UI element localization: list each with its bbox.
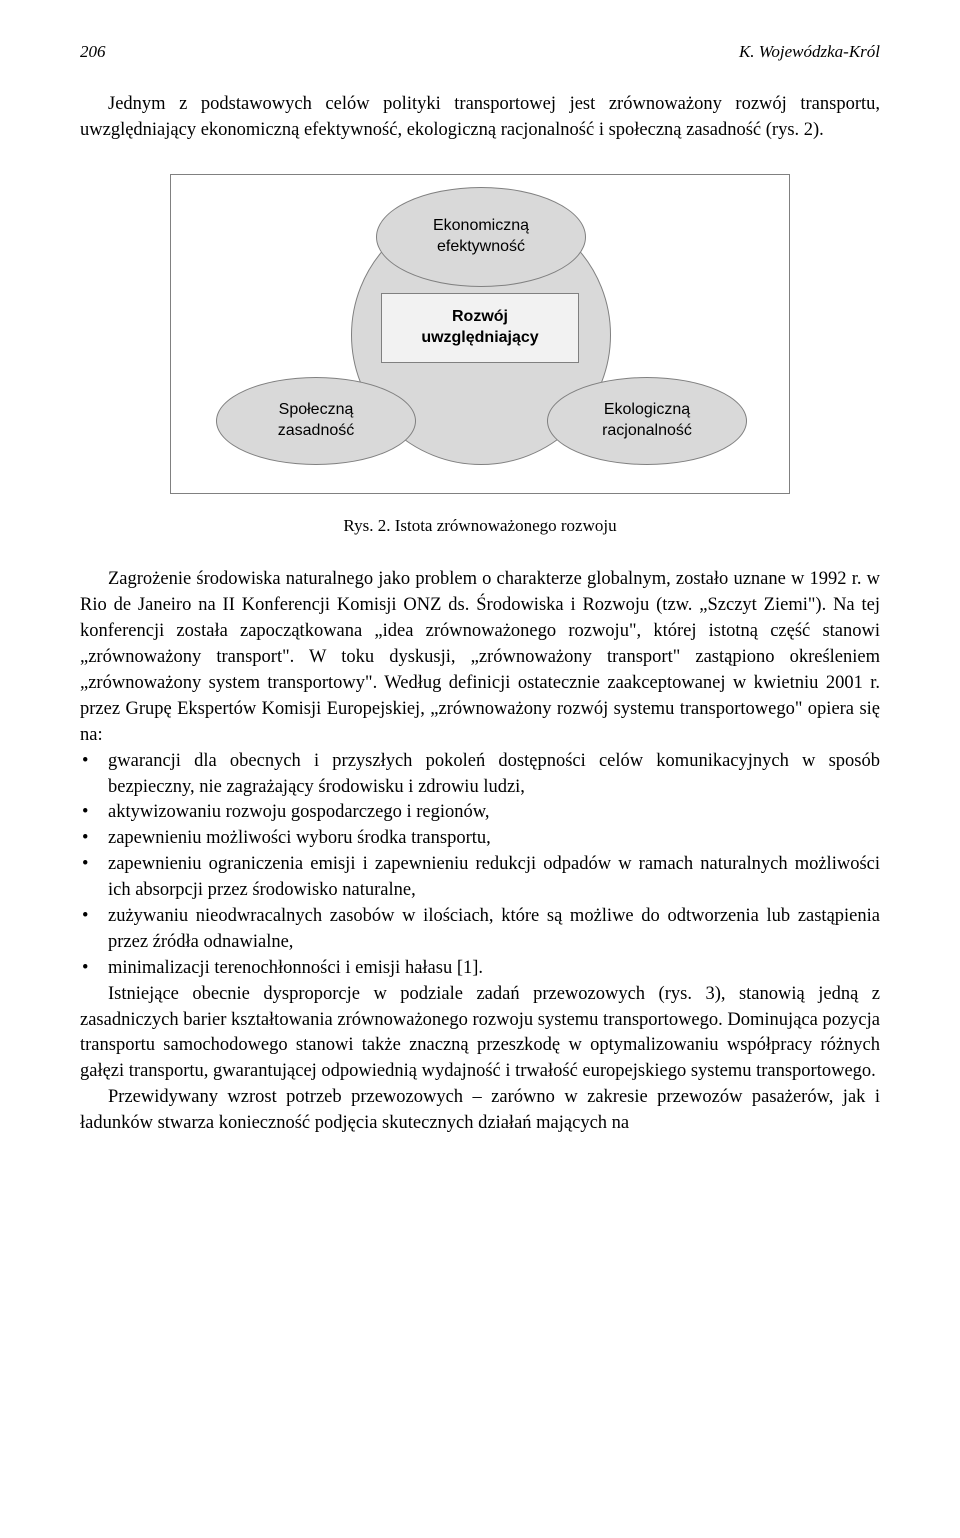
page-header: 206 K. Wojewódzka-Król bbox=[80, 40, 880, 64]
left-label-line2: zasadność bbox=[278, 421, 355, 442]
list-item: gwarancji dla obecnych i przyszłych poko… bbox=[80, 749, 880, 801]
list-item: minimalizacji terenochłonności i emisji … bbox=[80, 956, 880, 982]
right-label-line1: Ekologiczną bbox=[604, 400, 690, 421]
diagram-center-box: Rozwój uwzględniający bbox=[381, 293, 579, 363]
body-paragraph-2: Istniejące obecnie dysproporcje w podzia… bbox=[80, 982, 880, 1086]
figure-caption: Rys. 2. Istota zrównoważonego rozwoju bbox=[80, 514, 880, 538]
bullet-list: gwarancji dla obecnych i przyszłych poko… bbox=[80, 749, 880, 982]
venn-diagram: Rozwój uwzględniający Ekonomiczną efekty… bbox=[170, 174, 790, 494]
center-label-line1: Rozwój bbox=[452, 307, 508, 328]
list-item: aktywizowaniu rozwoju gospodarczego i re… bbox=[80, 800, 880, 826]
diagram-top-ellipse: Ekonomiczną efektywność bbox=[376, 187, 586, 287]
intro-paragraph: Jednym z podstawowych celów polityki tra… bbox=[80, 92, 880, 144]
center-label-line2: uwzględniający bbox=[421, 328, 538, 349]
body-paragraph-1: Zagrożenie środowiska naturalnego jako p… bbox=[80, 567, 880, 748]
body-paragraph-3: Przewidywany wzrost potrzeb przewozowych… bbox=[80, 1085, 880, 1137]
list-item: zapewnieniu możliwości wyboru środka tra… bbox=[80, 826, 880, 852]
top-label-line2: efektywność bbox=[437, 237, 525, 258]
diagram-left-ellipse: Społeczną zasadność bbox=[216, 377, 416, 465]
left-label-line1: Społeczną bbox=[279, 400, 354, 421]
top-label-line1: Ekonomiczną bbox=[433, 216, 529, 237]
page-number: 206 bbox=[80, 40, 106, 64]
list-item: zapewnieniu ograniczenia emisji i zapewn… bbox=[80, 852, 880, 904]
list-item: zużywaniu nieodwracalnych zasobów w iloś… bbox=[80, 904, 880, 956]
right-label-line2: racjonalność bbox=[602, 421, 692, 442]
header-author: K. Wojewódzka-Król bbox=[739, 40, 880, 64]
diagram-right-ellipse: Ekologiczną racjonalność bbox=[547, 377, 747, 465]
